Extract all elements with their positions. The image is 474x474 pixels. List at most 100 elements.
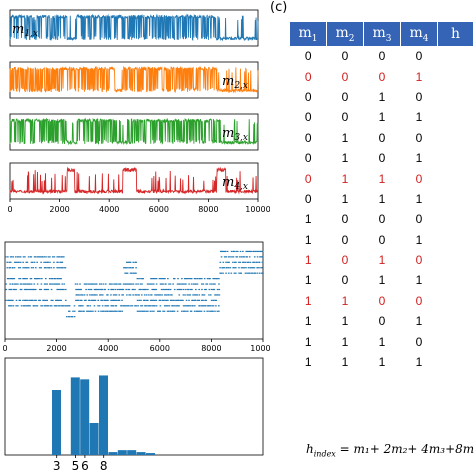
raster-point xyxy=(201,305,203,307)
raster-point xyxy=(140,305,142,307)
raster-point xyxy=(173,305,176,307)
raster-point xyxy=(57,305,60,307)
raster-point xyxy=(224,250,227,253)
raster-point xyxy=(61,283,64,285)
raster-point xyxy=(259,256,261,258)
raster-point xyxy=(32,267,35,269)
raster-point xyxy=(119,283,122,285)
raster-point xyxy=(157,294,159,296)
raster-point xyxy=(141,283,143,285)
raster-point xyxy=(171,294,173,296)
raster-point xyxy=(7,299,9,301)
raster-point xyxy=(44,299,47,301)
raster-point xyxy=(37,278,40,280)
raster-point xyxy=(196,278,199,280)
raster-point xyxy=(144,305,146,307)
raster-point xyxy=(110,288,112,291)
raster-point xyxy=(151,305,153,307)
raster-point xyxy=(215,299,218,301)
truth-table-header: m1 m2 m3 m4 h xyxy=(290,22,474,46)
raster-point xyxy=(12,283,14,285)
raster-point xyxy=(253,272,256,274)
table-cell: 0 xyxy=(378,314,386,329)
raster-point xyxy=(128,261,131,263)
signal-label-sub: 3,x xyxy=(234,133,248,143)
raster-point xyxy=(209,310,212,312)
raster-point xyxy=(169,283,172,285)
raster-point xyxy=(84,283,87,285)
raster-point xyxy=(87,283,90,285)
raster-point xyxy=(172,310,174,312)
raster-point xyxy=(16,256,19,258)
table-row: 0 0 1 1 xyxy=(290,107,474,127)
raster-point xyxy=(61,305,64,307)
raster-point xyxy=(195,283,197,285)
raster-point xyxy=(154,305,156,307)
signal-xtick-label: 4000 xyxy=(99,205,119,214)
raster-point xyxy=(188,299,190,301)
table-cell: 1 xyxy=(378,110,386,125)
raster-point xyxy=(29,288,32,291)
table-cell: 1 xyxy=(341,171,349,186)
raster-point xyxy=(260,272,263,274)
raster-point xyxy=(243,261,245,263)
raster-point xyxy=(17,267,20,269)
header-main: m xyxy=(335,24,349,41)
raster-point xyxy=(46,299,48,301)
raster-point xyxy=(76,288,79,291)
raster-point xyxy=(188,278,190,280)
raster-point xyxy=(79,283,81,285)
table-cell: 1 xyxy=(378,253,386,268)
raster-point xyxy=(253,250,255,253)
table-row: 1 1 1 0 xyxy=(290,331,474,351)
raster-point xyxy=(123,305,126,307)
raster-point xyxy=(85,288,87,291)
raster-point xyxy=(56,278,58,280)
raster-point xyxy=(194,278,197,280)
signal-label-main: m xyxy=(222,74,234,89)
raster-point xyxy=(89,283,92,285)
raster-point xyxy=(89,305,92,307)
raster-point xyxy=(54,278,56,280)
raster-point xyxy=(121,294,123,296)
raster-point xyxy=(111,305,114,307)
raster-point xyxy=(232,261,234,263)
raster-point xyxy=(221,250,223,253)
formula-rhs: = m₁+ 2m₂+ 4m₃+8m xyxy=(339,442,474,456)
raster-point xyxy=(107,310,109,312)
raster-point xyxy=(262,272,264,274)
raster-point xyxy=(143,294,146,296)
raster-point xyxy=(125,305,128,307)
raster-point xyxy=(151,283,153,285)
raster-point xyxy=(125,272,128,274)
raster-point xyxy=(138,288,141,291)
raster-point xyxy=(113,283,115,285)
raster-point xyxy=(89,294,91,296)
raster-point xyxy=(167,278,169,280)
raster-point xyxy=(93,299,95,301)
raster-point xyxy=(198,305,200,307)
raster-point xyxy=(233,267,236,269)
raster-point xyxy=(22,278,24,280)
histogram-bar xyxy=(80,379,90,455)
raster-point xyxy=(59,305,61,307)
raster-point xyxy=(184,305,186,307)
raster-point xyxy=(42,299,44,301)
raster-point xyxy=(103,288,106,291)
raster-point xyxy=(197,299,199,301)
raster-point xyxy=(33,261,36,263)
raster-point xyxy=(173,278,176,280)
raster-point xyxy=(26,267,29,269)
raster-point xyxy=(186,310,189,312)
raster-point xyxy=(54,283,57,285)
raster-point xyxy=(29,278,32,280)
raster-point xyxy=(142,299,145,301)
table-cell: 0 xyxy=(378,49,386,64)
raster-point xyxy=(144,299,146,301)
raster-point xyxy=(239,256,241,258)
raster-point xyxy=(83,294,86,296)
raster-point xyxy=(159,294,162,296)
raster-point xyxy=(92,310,94,312)
raster-point xyxy=(39,299,41,301)
raster-point xyxy=(230,272,233,274)
